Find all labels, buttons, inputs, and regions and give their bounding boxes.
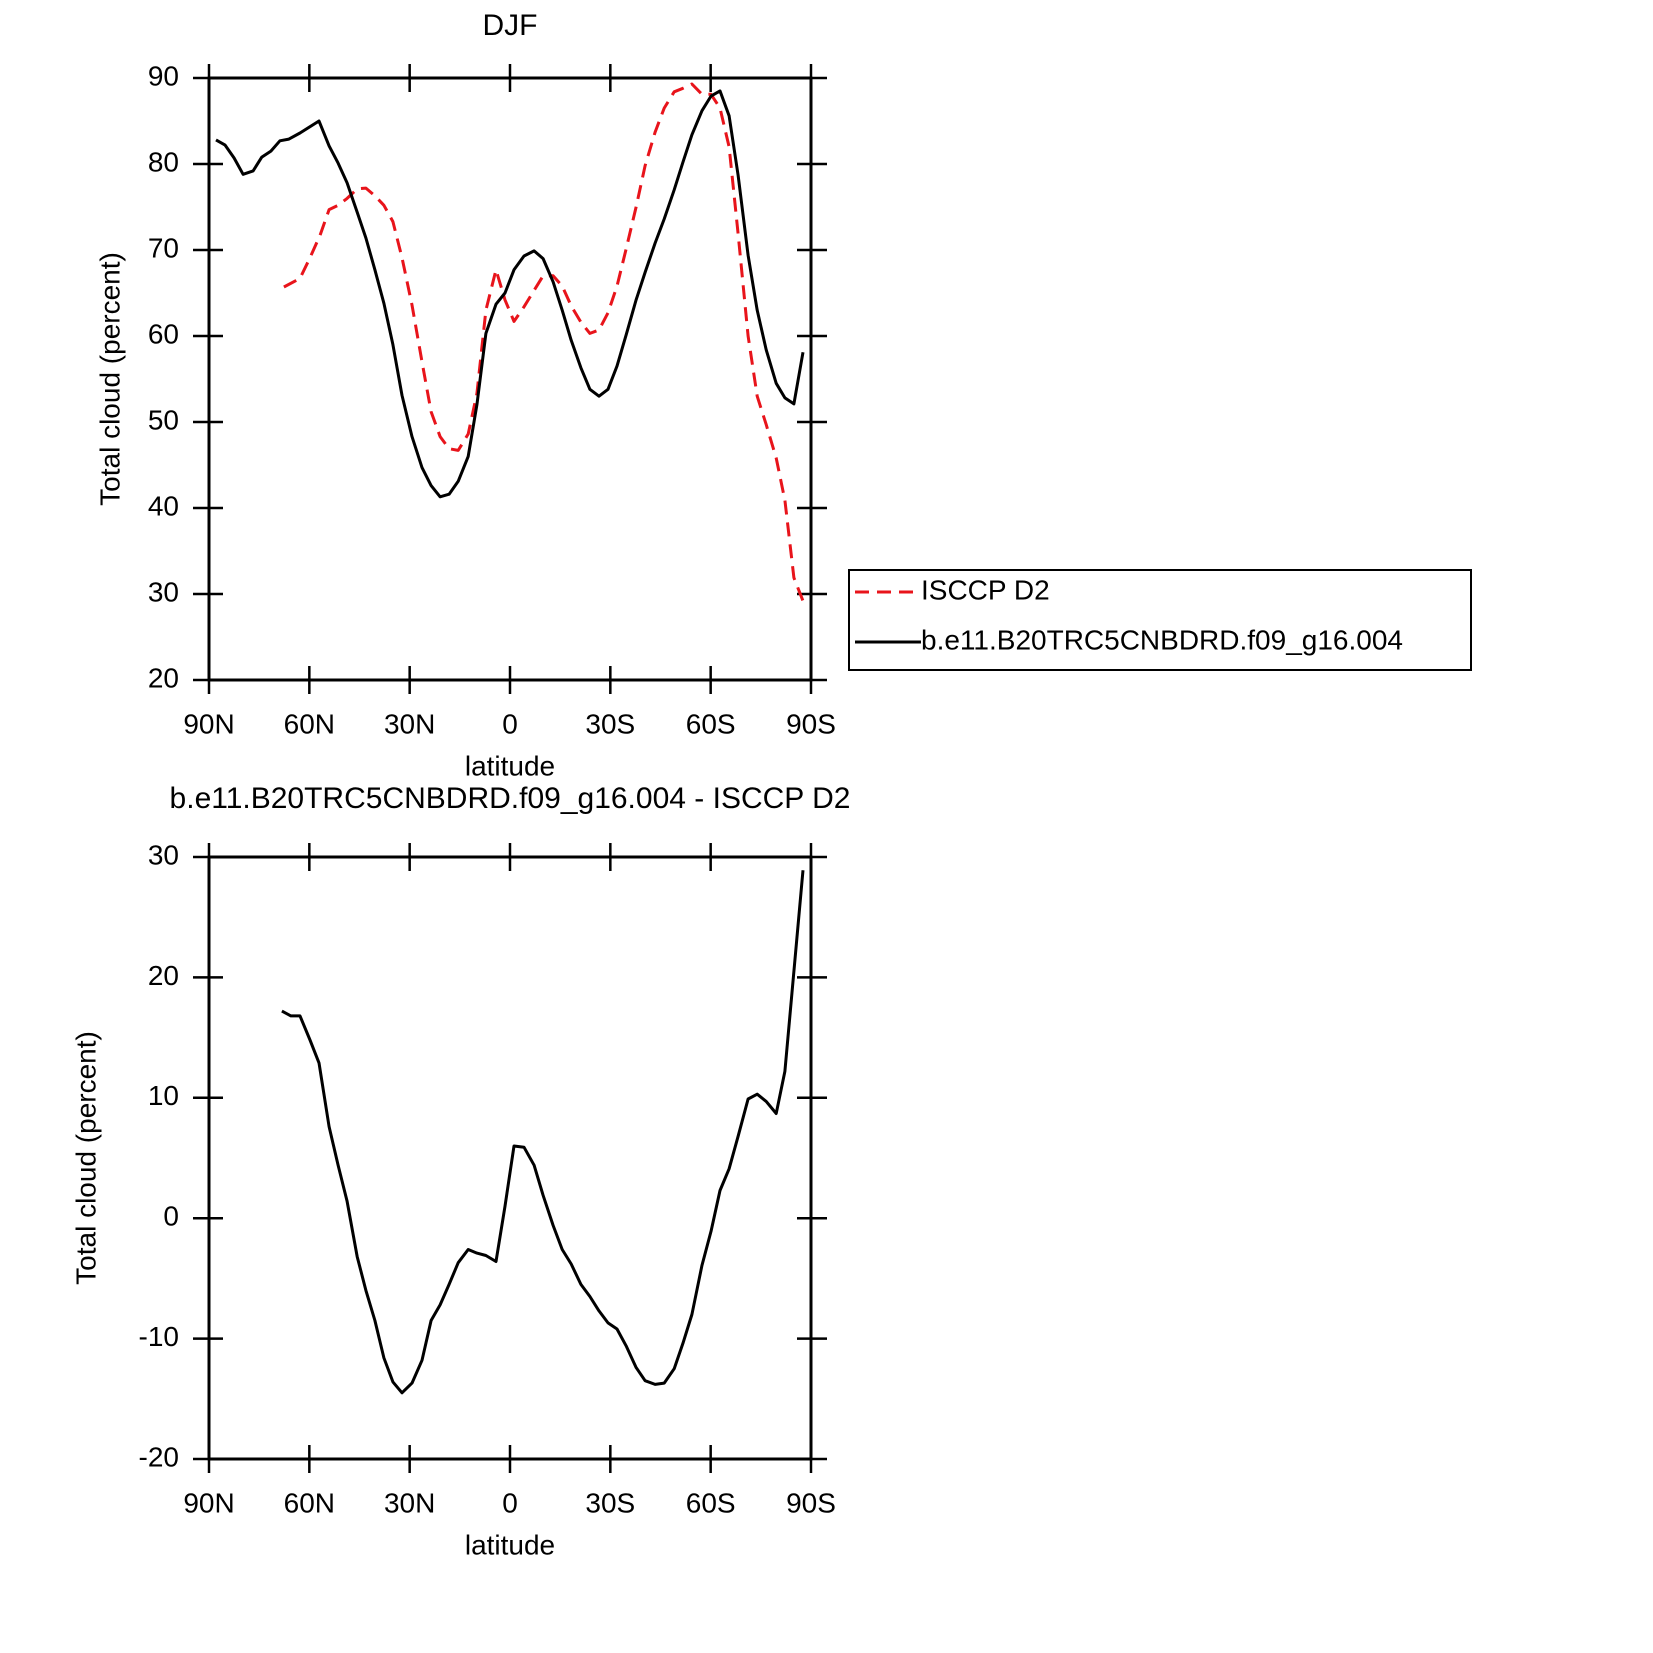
plot-frame (207, 855, 813, 1461)
y-tick-label: 70 (148, 232, 179, 263)
data-line (281, 870, 805, 1395)
x-tick-label: 0 (502, 1487, 518, 1518)
legend-label: b.e11.B20TRC5CNBDRD.f09_g16.004 (921, 624, 1403, 655)
chart-title: b.e11.B20TRC5CNBDRD.f09_g16.004 - ISCCP … (170, 782, 851, 815)
x-tick-label: 30N (384, 1487, 435, 1518)
legend-box (848, 569, 1472, 671)
y-tick-label: 10 (148, 1080, 179, 1111)
x-tick-label: 30N (384, 708, 435, 739)
y-tick-label: -10 (139, 1321, 179, 1352)
y-axis-label: Total cloud (percent) (94, 252, 125, 506)
x-tick-label: 90S (786, 1487, 836, 1518)
y-tick-label: 90 (148, 60, 179, 91)
x-tick-label: 60S (686, 708, 736, 739)
data-line (215, 89, 805, 499)
x-tick-label: 90N (183, 1487, 234, 1518)
legend-label: ISCCP D2 (921, 574, 1050, 605)
x-tick-label: 60S (686, 1487, 736, 1518)
y-tick-label: -20 (139, 1441, 179, 1472)
x-tick-label: 30S (585, 708, 635, 739)
y-tick-label: 0 (163, 1201, 179, 1232)
x-tick-label: 90N (183, 708, 234, 739)
x-tick-label: 60N (284, 1487, 335, 1518)
y-tick-label: 40 (148, 490, 179, 521)
data-line (283, 82, 805, 602)
y-tick-label: 30 (148, 839, 179, 870)
x-tick-label: 0 (502, 708, 518, 739)
y-tick-label: 20 (148, 662, 179, 693)
y-tick-label: 80 (148, 146, 179, 177)
x-axis-label: latitude (465, 750, 555, 781)
y-tick-label: 60 (148, 318, 179, 349)
y-tick-label: 30 (148, 576, 179, 607)
plot-frame (207, 76, 813, 682)
x-tick-label: 90S (786, 708, 836, 739)
x-tick-label: 30S (585, 1487, 635, 1518)
y-tick-label: 50 (148, 404, 179, 435)
y-tick-label: 20 (148, 960, 179, 991)
chart-title: DJF (483, 9, 538, 42)
x-tick-label: 60N (284, 708, 335, 739)
y-axis-label: Total cloud (percent) (70, 1031, 101, 1285)
x-axis-label: latitude (465, 1529, 555, 1560)
